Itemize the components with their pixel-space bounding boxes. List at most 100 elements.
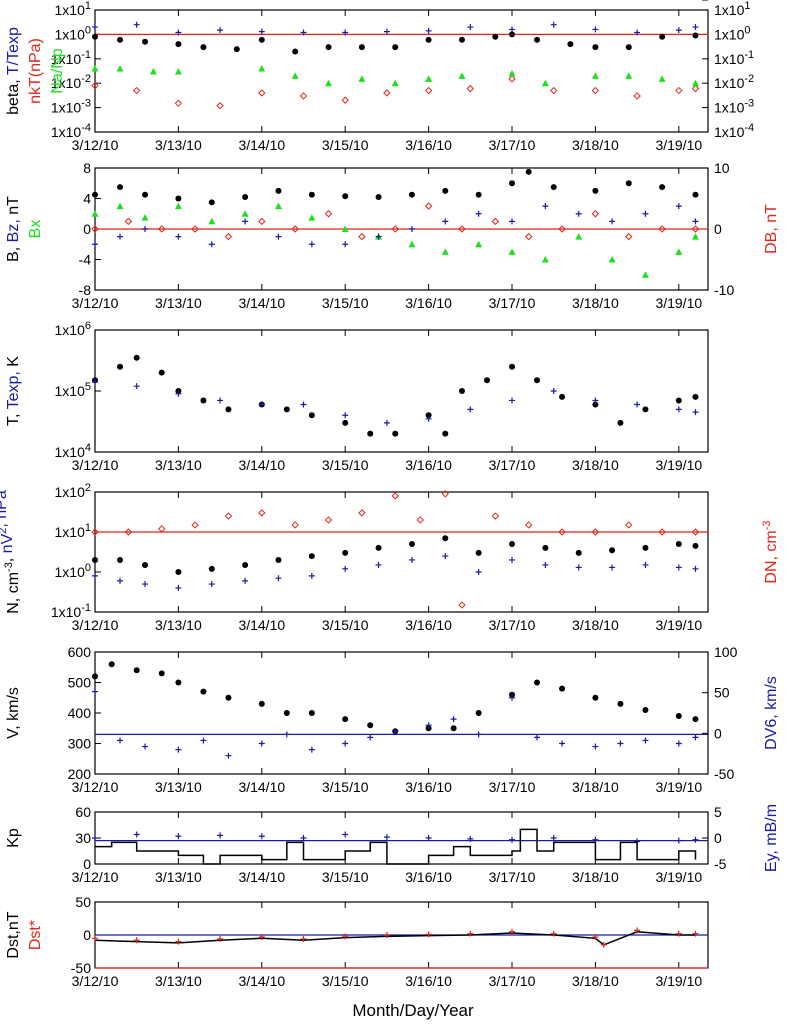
data-point [358, 75, 366, 82]
data-point [408, 240, 416, 248]
data-point [641, 271, 649, 278]
date-tick-label: 3/18/10 [572, 617, 619, 633]
data-point [91, 65, 99, 72]
date-tick-label: 3/18/10 [572, 973, 619, 989]
data-point [392, 728, 399, 735]
date-tick-label: 3/13/10 [155, 617, 202, 633]
y-tick-label-right: 100 [714, 644, 738, 660]
data-point [534, 679, 541, 686]
data-point [308, 241, 315, 248]
data-point [91, 81, 99, 90]
data-point [291, 521, 299, 529]
data-point [509, 218, 516, 225]
series-green [91, 65, 699, 87]
data-point [175, 390, 182, 397]
data-point [225, 694, 232, 701]
y-tick-label: 8 [83, 160, 91, 176]
data-point [642, 706, 649, 713]
data-point [675, 248, 683, 255]
y-tick-label: 0 [83, 856, 91, 872]
data-point [408, 541, 415, 548]
data-point [591, 210, 600, 218]
data-point [467, 24, 474, 31]
panel-p5: 200 300 400 500 600 -50 0 50 100 3/12/10 3/13/10 3/… [5, 644, 780, 795]
y-tick-label: 1x101 [55, 522, 91, 540]
data-point [592, 44, 599, 51]
data-point [642, 737, 649, 744]
data-point [258, 740, 265, 747]
data-point [258, 933, 265, 940]
date-tick-label: 3/12/10 [72, 137, 119, 153]
data-point [208, 199, 215, 206]
data-point [675, 713, 682, 720]
series-blue [92, 688, 699, 759]
plot-frame [94, 651, 709, 775]
y-tick-label: 0 [83, 927, 91, 943]
data-point [133, 383, 140, 390]
data-point [458, 72, 466, 79]
data-point [149, 68, 157, 75]
data-point [508, 75, 516, 83]
data-point [541, 256, 549, 263]
y-tick-label: 1x102 [55, 482, 91, 500]
data-point [634, 29, 641, 36]
data-point [550, 184, 557, 191]
data-point [117, 363, 124, 370]
data-point [467, 930, 474, 937]
y-tick-label-right: 4 [714, 0, 722, 3]
data-point [92, 572, 98, 579]
y-axis-label: N, cm-3, nV2, nPa [0, 490, 22, 614]
data-point [324, 516, 333, 524]
y-tick-label-right: 1x10-4 [714, 122, 754, 140]
data-point [658, 75, 666, 82]
y-tick-label-right: 10 [714, 160, 730, 176]
data-point [642, 210, 649, 217]
data-point [117, 36, 124, 43]
data-point [133, 21, 140, 28]
date-tick-label: 3/13/10 [155, 295, 202, 311]
data-point [592, 743, 599, 750]
data-point [124, 528, 133, 536]
data-point [342, 549, 349, 556]
data-point [217, 832, 224, 839]
data-point [200, 688, 207, 695]
data-point [524, 521, 533, 529]
data-point [175, 938, 182, 945]
date-tick-label: 3/13/10 [155, 869, 202, 885]
data-point [524, 232, 533, 241]
data-point [592, 26, 599, 33]
data-point [458, 388, 465, 394]
data-point [475, 710, 482, 716]
data-point [175, 233, 182, 240]
data-point [475, 731, 482, 738]
data-point [275, 233, 282, 240]
data-point [509, 691, 516, 698]
data-point [659, 33, 666, 40]
data-point [258, 401, 265, 408]
date-tick-label: 3/13/10 [155, 457, 202, 473]
data-point [458, 36, 465, 43]
data-point [341, 96, 349, 104]
date-tick-label: 3/16/10 [405, 869, 452, 885]
data-point [258, 36, 265, 43]
y-axis-label-2: Bx [27, 220, 44, 239]
data-point [458, 601, 466, 609]
data-point [158, 369, 165, 376]
y-tick-label: 1x104 [55, 442, 91, 460]
plot-frame [94, 811, 709, 865]
y-tick-label: 300 [68, 736, 92, 752]
date-tick-label: 3/17/10 [489, 137, 536, 153]
data-point [92, 673, 98, 680]
data-point [558, 528, 566, 536]
y-tick-label: -8 [79, 282, 92, 298]
data-point [658, 225, 666, 233]
data-point [208, 241, 215, 248]
y-axis-label: V, km/s [5, 687, 22, 739]
data-point [342, 831, 349, 838]
series-black [92, 661, 699, 735]
data-point [175, 833, 182, 840]
data-point [675, 564, 682, 571]
data-point [467, 835, 474, 842]
y-axis-label: beta, T/Texp [5, 27, 22, 115]
